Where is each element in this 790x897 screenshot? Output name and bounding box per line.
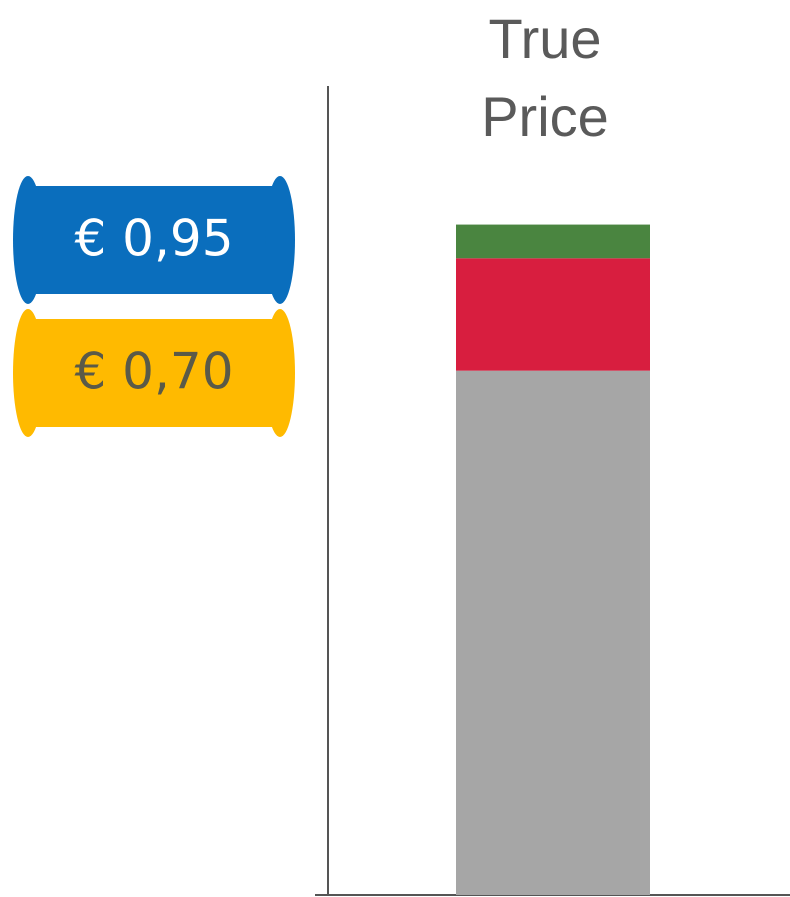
bar-segment xyxy=(456,258,650,371)
badge-label: € 0,70 xyxy=(74,343,233,401)
price-badge xyxy=(13,309,295,437)
bar-segment xyxy=(456,224,650,259)
badge-shape xyxy=(28,186,280,294)
bar-segment xyxy=(456,370,650,895)
category-label: True Price xyxy=(481,7,609,148)
badge-shape xyxy=(28,319,280,427)
badge-label: € 0,95 xyxy=(74,210,233,268)
badge-shape xyxy=(13,176,43,304)
badge-shape xyxy=(265,176,295,304)
price-badge xyxy=(13,176,295,304)
badge-shape xyxy=(13,309,43,437)
badge-shape xyxy=(265,309,295,437)
